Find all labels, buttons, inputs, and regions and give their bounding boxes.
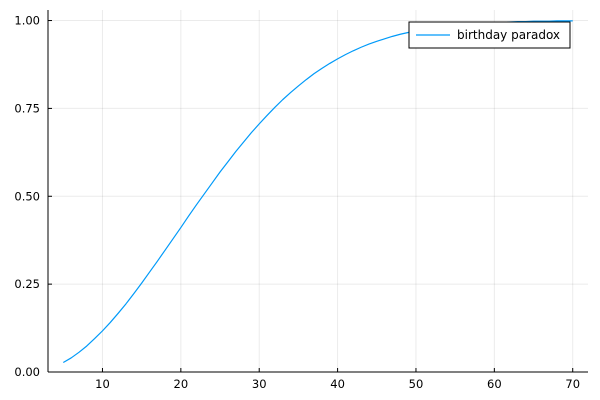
- x-tick-label: 20: [174, 377, 189, 391]
- x-tick-label: 40: [330, 377, 345, 391]
- x-axis-ticks: 10 20 30 40 50 60 70: [95, 368, 580, 391]
- y-tick-label: 0.00: [14, 365, 40, 379]
- y-axis-ticks: 0.00 0.25 0.50 0.75 1.00: [14, 14, 52, 379]
- x-tick-label: 10: [95, 377, 110, 391]
- x-grid: [101, 10, 574, 372]
- x-tick-label: 50: [409, 377, 424, 391]
- y-tick-label: 1.00: [14, 14, 40, 28]
- y-tick-label: 0.25: [14, 277, 40, 291]
- y-grid: [48, 20, 588, 373]
- x-tick-label: 60: [487, 377, 502, 391]
- x-tick-label: 30: [252, 377, 267, 391]
- x-tick-label: 70: [565, 377, 580, 391]
- legend: birthday paradox: [408, 21, 571, 49]
- y-tick-label: 0.75: [14, 101, 40, 115]
- legend-label: birthday paradox: [457, 28, 560, 42]
- y-tick-label: 0.50: [14, 189, 40, 203]
